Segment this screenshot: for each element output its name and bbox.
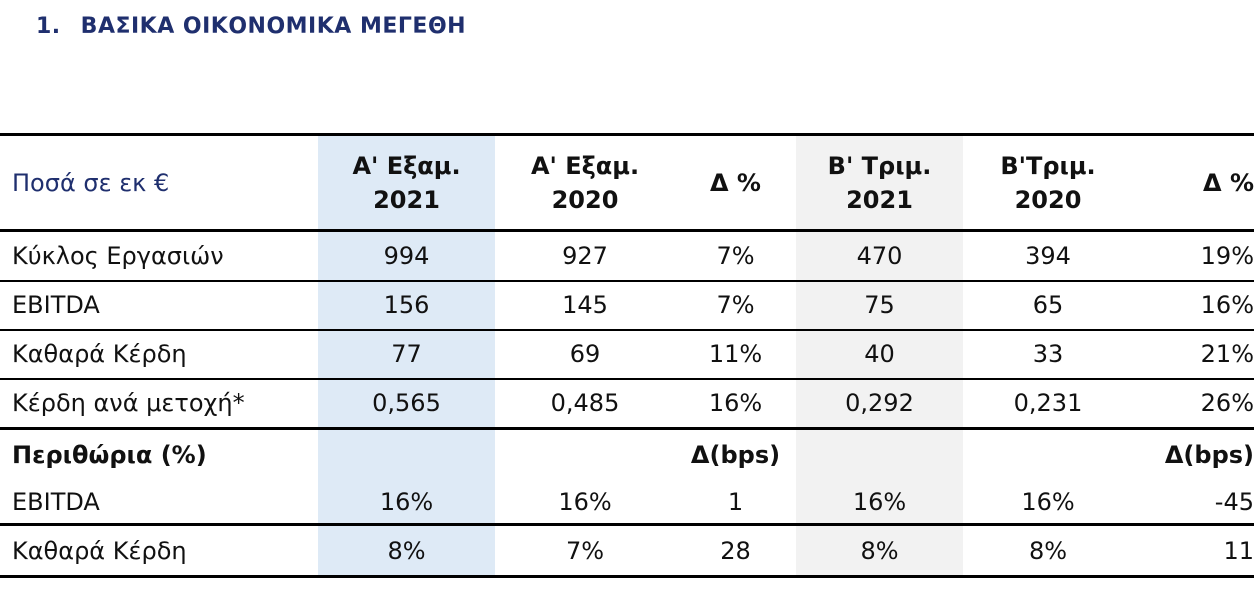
cell-q2-2020: 8% [1028, 536, 1068, 565]
cell-q2-2020: 394 [1025, 241, 1071, 270]
header-amounts-label: Ποσά σε εκ € [12, 168, 170, 197]
cell-q2-delta: 11 [1223, 536, 1254, 565]
cell-h1-2020: 0,485 [550, 389, 620, 418]
row-label: EBITDA [12, 291, 100, 319]
cell-h1-delta: 16% [708, 389, 763, 418]
cell-h1-2021: 0,565 [318, 378, 495, 429]
header-h1-2021: Α' Εξαμ. 2021 [318, 134, 495, 231]
row-label: EBITDA [12, 487, 100, 516]
cell-h1-2021: 994 [318, 230, 495, 281]
header-h1-2020-line2: 2020 [551, 185, 619, 214]
margins-delta-bps-q2: Δ(bps) [1164, 441, 1254, 470]
header-q2-2020-line1: Β'Τριμ. [1000, 151, 1096, 180]
cell-h1-delta: 28 [720, 536, 751, 565]
cell-q2-2021: 40 [796, 329, 963, 379]
cell-h1-2020: 7% [565, 536, 605, 565]
header-q2-2021-line2: 2021 [846, 185, 913, 214]
table-row: Κέρδη ανά μετοχή* 0,565 0,485 16% 0,292 … [0, 378, 1254, 429]
header-q2-delta: Δ % [1203, 168, 1254, 197]
header-h1-2020-line1: Α' Εξαμ. [530, 151, 640, 180]
cell-q2-delta: -45 [1214, 487, 1254, 516]
header-h1-2021-line1: Α' Εξαμ. [352, 151, 461, 180]
cell-q2-delta: 26% [1200, 389, 1254, 418]
row-label: Κέρδη ανά μετοχή* [12, 389, 245, 418]
cell-h1-2020: 16% [558, 487, 612, 516]
cell-q2-delta: 19% [1200, 241, 1254, 270]
margins-empty-q2-2020 [963, 429, 1133, 481]
margins-header-row: Περιθώρια (%) Δ(bps) Δ(bps) [0, 428, 1254, 481]
table-row: EBITDA 16% 16% 1 16% 16% -45 [0, 480, 1254, 525]
cell-q2-delta: 16% [1200, 291, 1254, 319]
cell-q2-2021: 75 [796, 280, 963, 330]
financial-figures-table: Ποσά σε εκ € Α' Εξαμ. 2021 Α' Εξαμ. 2020… [0, 133, 1254, 578]
header-h1-2021-line2: 2021 [373, 185, 440, 214]
header-h1-delta: Δ % [710, 168, 761, 197]
row-label: Κύκλος Εργασιών [12, 241, 224, 270]
cell-q2-2020: 33 [1032, 340, 1064, 368]
section-number: 1. [36, 14, 61, 39]
cell-h1-delta: 11% [708, 340, 763, 368]
cell-h1-delta: 7% [716, 241, 755, 270]
section-heading: 1. ΒΑΣΙΚΑ ΟΙΚΟΝΟΜΙΚΑ ΜΕΓΕΘΗ [36, 14, 466, 39]
row-label: Καθαρά Κέρδη [12, 340, 187, 368]
row-label: Καθαρά Κέρδη [12, 536, 187, 565]
header-q2-2020: Β'Τριμ. 2020 [963, 135, 1133, 231]
table-row: Καθαρά Κέρδη 77 69 11% 40 33 21% [0, 329, 1254, 379]
cell-q2-2021: 0,292 [796, 378, 963, 429]
cell-q2-2020: 16% [1021, 487, 1075, 516]
cell-q2-2021: 16% [796, 480, 963, 525]
margins-empty-h1-2021 [318, 428, 495, 481]
margins-delta-bps-h1: Δ(bps) [690, 441, 781, 470]
header-h1-2020: Α' Εξαμ. 2020 [495, 135, 675, 231]
section-title: ΒΑΣΙΚΑ ΟΙΚΟΝΟΜΙΚΑ ΜΕΓΕΘΗ [80, 14, 467, 39]
header-q2-2021: Β' Τριμ. 2021 [796, 134, 963, 231]
margins-empty-q2-2021 [796, 428, 963, 481]
cell-h1-2021: 8% [318, 524, 495, 577]
cell-q2-2021: 470 [796, 230, 963, 281]
cell-h1-delta: 7% [716, 291, 755, 319]
cell-h1-2020: 69 [569, 340, 601, 368]
table-header-row: Ποσά σε εκ € Α' Εξαμ. 2021 Α' Εξαμ. 2020… [0, 134, 1254, 231]
table-row: EBITDA 156 145 7% 75 65 16% [0, 280, 1254, 330]
cell-h1-2021: 77 [318, 329, 495, 379]
margins-empty-h1-2020 [495, 429, 675, 481]
cell-h1-2020: 927 [562, 241, 608, 270]
cell-q2-2020: 65 [1032, 291, 1064, 319]
header-q2-2020-line2: 2020 [1014, 185, 1082, 214]
cell-q2-2021: 8% [796, 524, 963, 577]
cell-q2-delta: 21% [1200, 340, 1254, 368]
cell-h1-2021: 16% [318, 480, 495, 525]
margins-label: Περιθώρια (%) [12, 441, 207, 470]
table-row: Κύκλος Εργασιών 994 927 7% 470 394 19% [0, 230, 1254, 281]
cell-h1-delta: 1 [727, 487, 744, 516]
cell-h1-2020: 145 [562, 291, 608, 319]
cell-h1-2021: 156 [318, 280, 495, 330]
header-q2-2021-line1: Β' Τριμ. [827, 151, 932, 180]
table-row: Καθαρά Κέρδη 8% 7% 28 8% 8% 11 [0, 524, 1254, 577]
cell-q2-2020: 0,231 [1013, 389, 1083, 418]
